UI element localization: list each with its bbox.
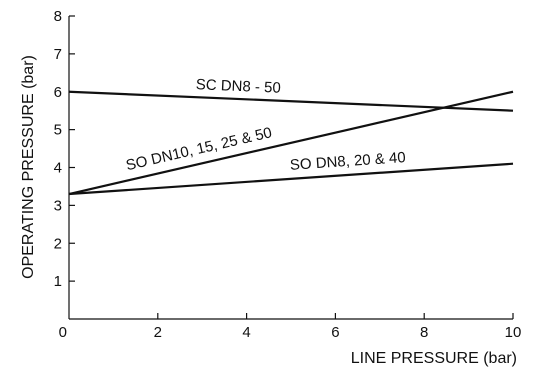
y-tick-label: 2 xyxy=(54,235,62,252)
y-axis-label: OPERATING PRESSURE (bar) xyxy=(20,55,37,279)
y-tick-label: 6 xyxy=(54,84,62,101)
y-tick-label: 4 xyxy=(54,160,62,177)
y-tick-label: 1 xyxy=(54,273,62,290)
y-tick-label: 3 xyxy=(54,197,62,214)
y-tick-label: 7 xyxy=(54,46,62,63)
series-label-1: SC DN8 - 50 xyxy=(195,76,281,97)
series-group xyxy=(68,90,514,196)
series-label-2: SO DN10, 15, 25 & 50 xyxy=(124,124,273,174)
y-ticks: 1 2 3 4 5 6 7 8 xyxy=(54,8,75,290)
series-line-1 xyxy=(68,90,514,112)
x-tick-label: 0 xyxy=(59,324,67,341)
x-tick-label: 4 xyxy=(242,324,250,341)
series-line-3 xyxy=(68,162,514,196)
series-label-3: SO DN8, 20 & 40 xyxy=(289,149,406,174)
series-line-2 xyxy=(68,90,514,196)
x-axis-label: LINE PRESSURE (bar) xyxy=(351,350,517,367)
x-tick-label: 6 xyxy=(331,324,339,341)
y-tick-label: 5 xyxy=(54,122,62,139)
x-tick-label: 2 xyxy=(154,324,162,341)
x-tick-label: 10 xyxy=(505,324,522,341)
y-tick-label: 8 xyxy=(54,8,62,25)
x-tick-label: 8 xyxy=(420,324,428,341)
x-ticks: 0 2 4 6 8 10 xyxy=(59,313,522,341)
